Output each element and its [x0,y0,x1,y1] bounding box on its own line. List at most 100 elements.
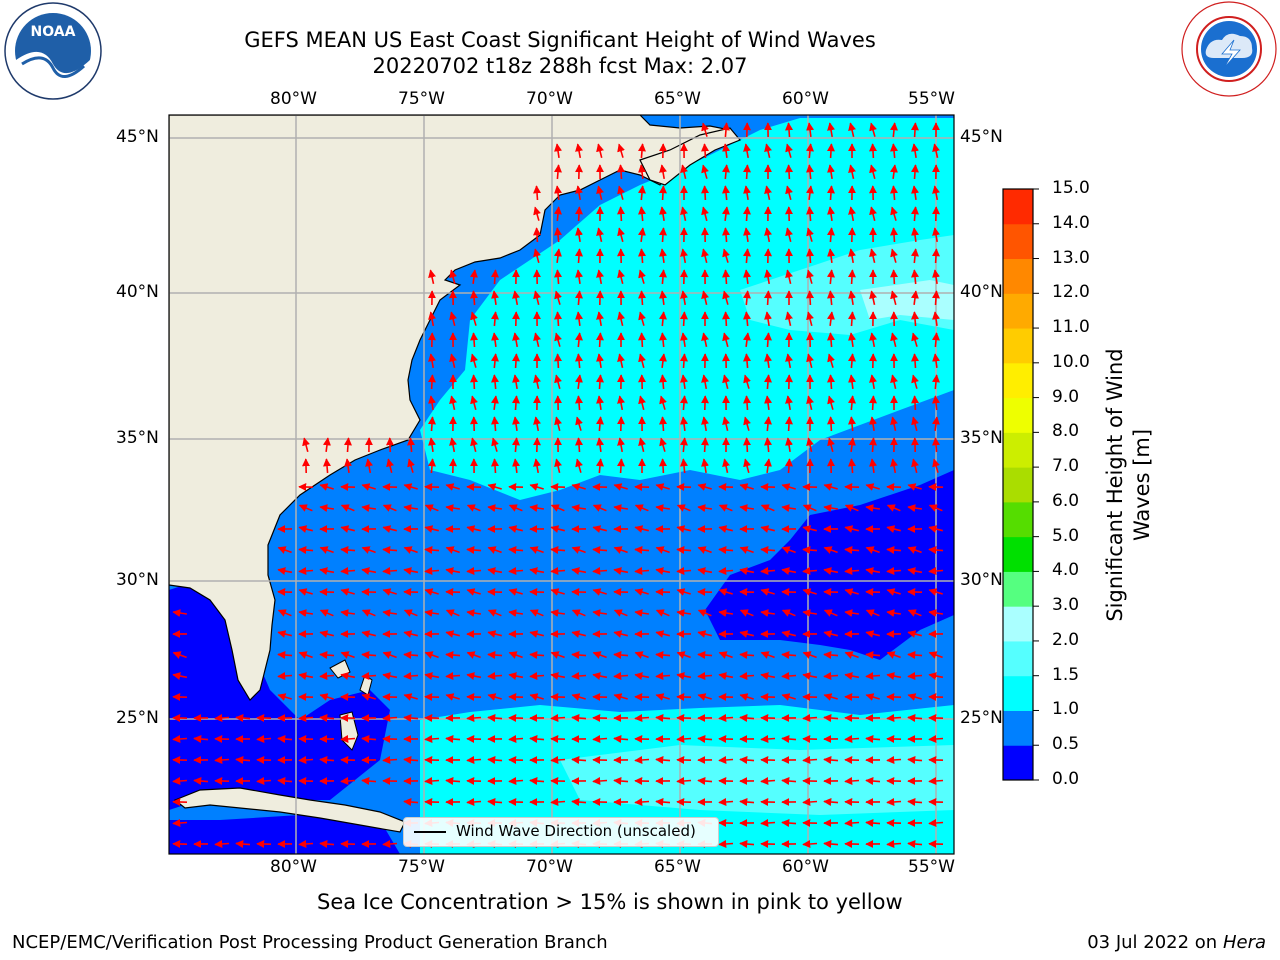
wave-arrow [655,630,670,638]
wave-arrow [403,671,419,680]
wave-arrow [718,797,734,806]
wave-arrow [826,227,835,243]
wave-arrow [701,332,709,347]
wave-arrow [697,777,713,786]
lon-tick-top-70w: 70°W [526,89,573,109]
wave-arrow [739,567,755,575]
wave-arrow [511,437,520,453]
wave-arrow [550,713,566,722]
footer-credit: NCEP/EMC/Verification Post Processing Pr… [12,932,608,953]
wave-arrow [739,714,755,723]
wave-arrow [865,671,881,680]
wave-arrow [784,458,793,474]
wave-arrow [487,714,503,723]
wave-arrow [890,290,898,306]
colorbar-segment [1003,640,1033,677]
wave-arrow [424,588,439,596]
wave-arrow [575,332,583,348]
wave-arrow [613,777,629,786]
wave-arrow [617,185,625,200]
wave-arrow [361,671,377,680]
wave-arrow [911,395,920,411]
wave-arrow [806,143,814,159]
colorbar-segment [1003,745,1033,781]
wave-arrow [340,672,356,680]
wave-arrow [571,483,586,491]
wave-arrow [701,122,709,137]
lon-tick-bottom-60w: 60°W [782,857,829,877]
wave-arrow [722,332,730,348]
wave-arrow [781,735,797,744]
wave-arrow [907,840,923,849]
footer-date-text: 03 Jul 2022 on [1087,932,1218,953]
wave-arrow [784,416,793,432]
wave-arrow [659,395,667,410]
wave-arrow [508,734,524,743]
wave-arrow [869,458,877,474]
wave-arrow [382,588,397,596]
wave-arrow [487,609,502,617]
wave-arrow [785,143,793,158]
wave-arrow [932,311,940,327]
wave-arrow [659,248,667,264]
wave-arrow [928,734,944,743]
wave-arrow [638,185,646,201]
wave-arrow [470,353,478,368]
wave-arrow [911,185,919,201]
wave-arrow [361,483,376,491]
wave-arrow [575,374,583,390]
wave-arrow [823,609,838,617]
colorbar-segment [1003,293,1033,329]
colorbar-tick-label: 0.0 [1052,769,1080,789]
wave-arrow [575,143,583,159]
wave-arrow [722,269,731,285]
wave-arrow [847,269,856,285]
wave-arrow [319,504,335,512]
wave-arrow [533,416,541,432]
wave-arrow [760,609,776,617]
wave-arrow [487,483,502,491]
wave-arrow [743,353,752,369]
wave-arrow [890,227,899,243]
wave-arrow [403,714,419,723]
wave-arrow [680,248,688,264]
wave-arrow [424,609,440,617]
colorbar-label-line2: Waves [m] [1130,428,1154,542]
wave-arrow [323,458,332,474]
wave-arrow [613,567,629,575]
wave-arrow [844,588,859,596]
wave-arrow [827,164,835,180]
wave-arrow [739,693,754,701]
wave-arrow [743,143,751,159]
wave-arrow [508,651,523,659]
wave-arrow [911,143,919,159]
wave-arrow [655,798,671,807]
wave-arrow [911,269,919,285]
wave-arrow [382,504,397,512]
colorbar-label-line1: Significant Height of Wind [1103,348,1127,622]
wave-arrow [172,776,188,785]
wave-arrow [742,164,751,180]
wave-arrow [869,248,877,263]
wave-arrow [911,227,919,243]
wave-arrow [533,248,541,264]
wave-arrow [340,525,355,533]
wave-arrow [595,332,604,348]
wave-arrow [911,374,919,389]
wave-arrow [470,332,479,348]
colorbar-label: Significant Height of Wind Waves [m] [1102,348,1156,621]
wave-arrow [847,311,856,327]
wave-arrow [760,525,775,533]
wave-arrow [680,416,688,432]
wave-arrow [508,546,524,555]
wave-arrow [844,609,860,617]
wave-arrow [424,776,440,785]
colorbar-tick-label: 11.0 [1052,317,1090,338]
wave-arrow [932,353,940,369]
wave-arrow [886,713,902,722]
wave-arrow [869,143,878,159]
wave-arrow [487,798,503,807]
wave-arrow [491,374,499,390]
wave-arrow [634,672,650,680]
colorbar-segment [1003,189,1033,225]
